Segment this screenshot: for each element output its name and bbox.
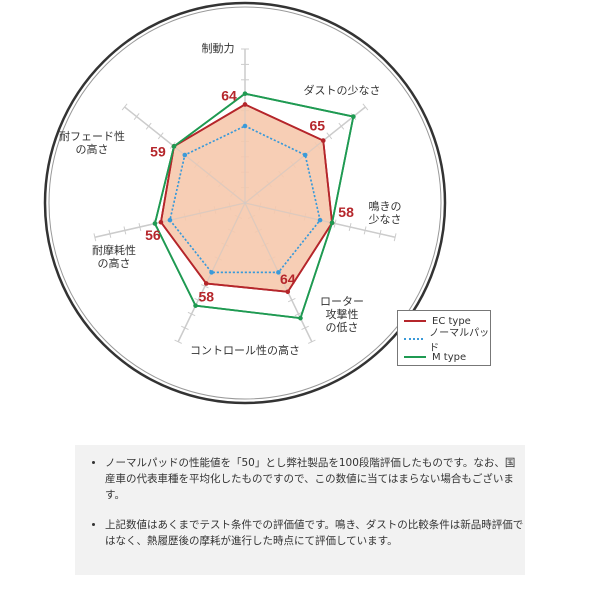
data-label: 65 [309,118,325,134]
legend-item-normal: ノーマルパッド [398,328,490,354]
axis-tick [307,339,316,344]
axis-label: の高さ [98,256,131,270]
axis-label: 少なさ [369,213,402,226]
series-2-point [351,114,356,119]
radar-chart: 64 65 58 64 58 56 59 制動力ダストの少なさ鳴きの少なさローター攻撃性の低さ… [43,1,447,405]
data-label: 64 [280,271,296,287]
data-label: 64 [221,87,237,103]
series-2-point [298,315,303,321]
axis-label: 耐摩耗性 [92,243,136,257]
series-2-outline [153,92,355,320]
series-1-point [276,270,281,275]
legend-label: EC type [432,315,471,327]
note-item: ノーマルパッドの性能値を「50」とし弊社製品を100段階評価したものです。なお、… [105,455,525,503]
note-item: 上記数値はあくまでテスト条件での評価値です。鳴き、ダストの比較条件は新品時評価で… [105,517,525,549]
series-1-point [302,152,308,158]
axis-tick [121,103,128,111]
series-0-point [320,138,326,143]
legend-item-ec: EC type [398,313,490,329]
series-0-point [158,219,164,225]
series-1-point [182,152,188,158]
axis-label: 耐フェード性 [59,129,125,143]
series-1-outline [169,125,321,274]
data-label: 58 [338,204,354,220]
axis-label: 攻撃性 [326,307,359,321]
axis-label: の低さ [326,321,359,334]
series-1-point [209,270,214,275]
series-1-point [317,217,323,223]
outer-ring [43,1,447,405]
axis-label: ローター [320,295,364,308]
data-label: 59 [150,143,166,159]
axis-tick [393,233,397,242]
legend-label: M type [432,351,467,363]
axis-label: ダストの少なさ [304,83,381,97]
series-2-point [152,221,158,226]
series-0-point [203,281,209,286]
legend-label: ノーマルパッド [429,328,490,354]
series-0-point [285,289,291,295]
data-label: 56 [145,227,161,243]
series-0-point [242,102,248,107]
axis-label: コントロール性の高さ [190,343,300,357]
data-label: 58 [198,288,214,304]
inner-ring [48,6,442,400]
notes-box: ノーマルパッドの性能値を「50」とし弊社製品を100段階評価したものです。なお、… [75,445,525,575]
series-2-point [329,220,335,226]
series-2-point [171,144,177,149]
axis-label: 制動力 [202,41,235,55]
axis-label: 鳴きの [369,199,402,213]
series-1-point [167,217,173,223]
series-1-point [242,123,248,129]
axis-label: の高さ [76,142,109,156]
series-0-outline [159,103,334,293]
legend: EC type ノーマルパッド M type [397,310,491,366]
legend-item-m: M type [398,349,490,365]
series-2-point [193,303,198,308]
series-2-point [242,91,248,96]
